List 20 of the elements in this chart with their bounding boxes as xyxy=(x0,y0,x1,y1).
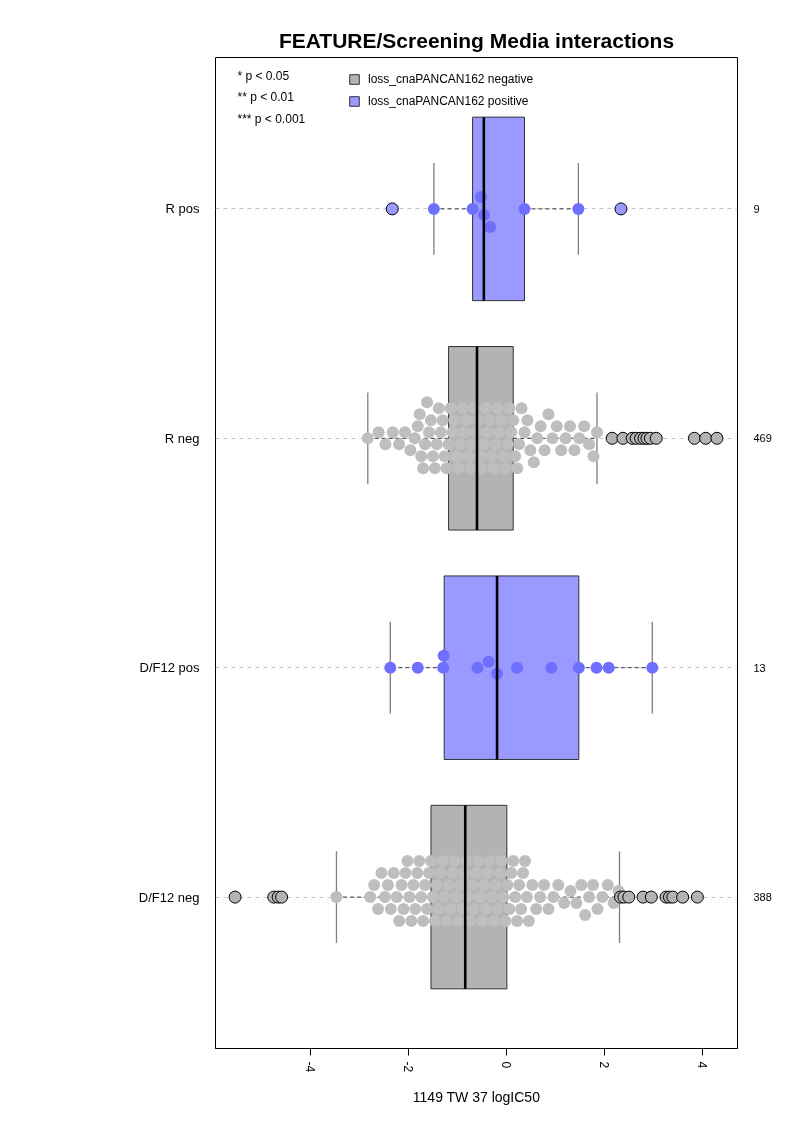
annotation: *** p < 0.001 xyxy=(237,111,306,126)
y-tick-label: D/F12 pos xyxy=(139,660,200,676)
annotation: * p < 0.05 xyxy=(237,68,290,83)
x-axis-title: 1149 TW 37 logIC50 xyxy=(412,1089,541,1106)
y2-tick-label: 388 xyxy=(753,891,772,904)
y2-tick-label: 469 xyxy=(753,432,772,445)
y-tick-label: R neg xyxy=(164,430,200,446)
y2-tick-label: 9 xyxy=(753,202,760,215)
y2-tick-label: 13 xyxy=(753,661,766,674)
x-tick-label: 0 xyxy=(499,1061,514,1069)
y-tick-label: D/F12 neg xyxy=(138,889,200,905)
y-tick-label: R pos xyxy=(165,201,200,217)
x-tick-label: 2 xyxy=(597,1061,612,1069)
x-tick-label: -2 xyxy=(401,1061,416,1073)
annotation: ** p < 0.01 xyxy=(237,90,295,104)
legend-label: loss_cnaPANCAN162 negative xyxy=(368,71,534,88)
chart-title: FEATURE/Screening Media interactions xyxy=(278,28,675,52)
x-tick-label: -4 xyxy=(303,1061,318,1073)
legend-label: loss_cnaPANCAN162 positive xyxy=(368,93,529,110)
x-tick-label: 4 xyxy=(695,1061,710,1069)
